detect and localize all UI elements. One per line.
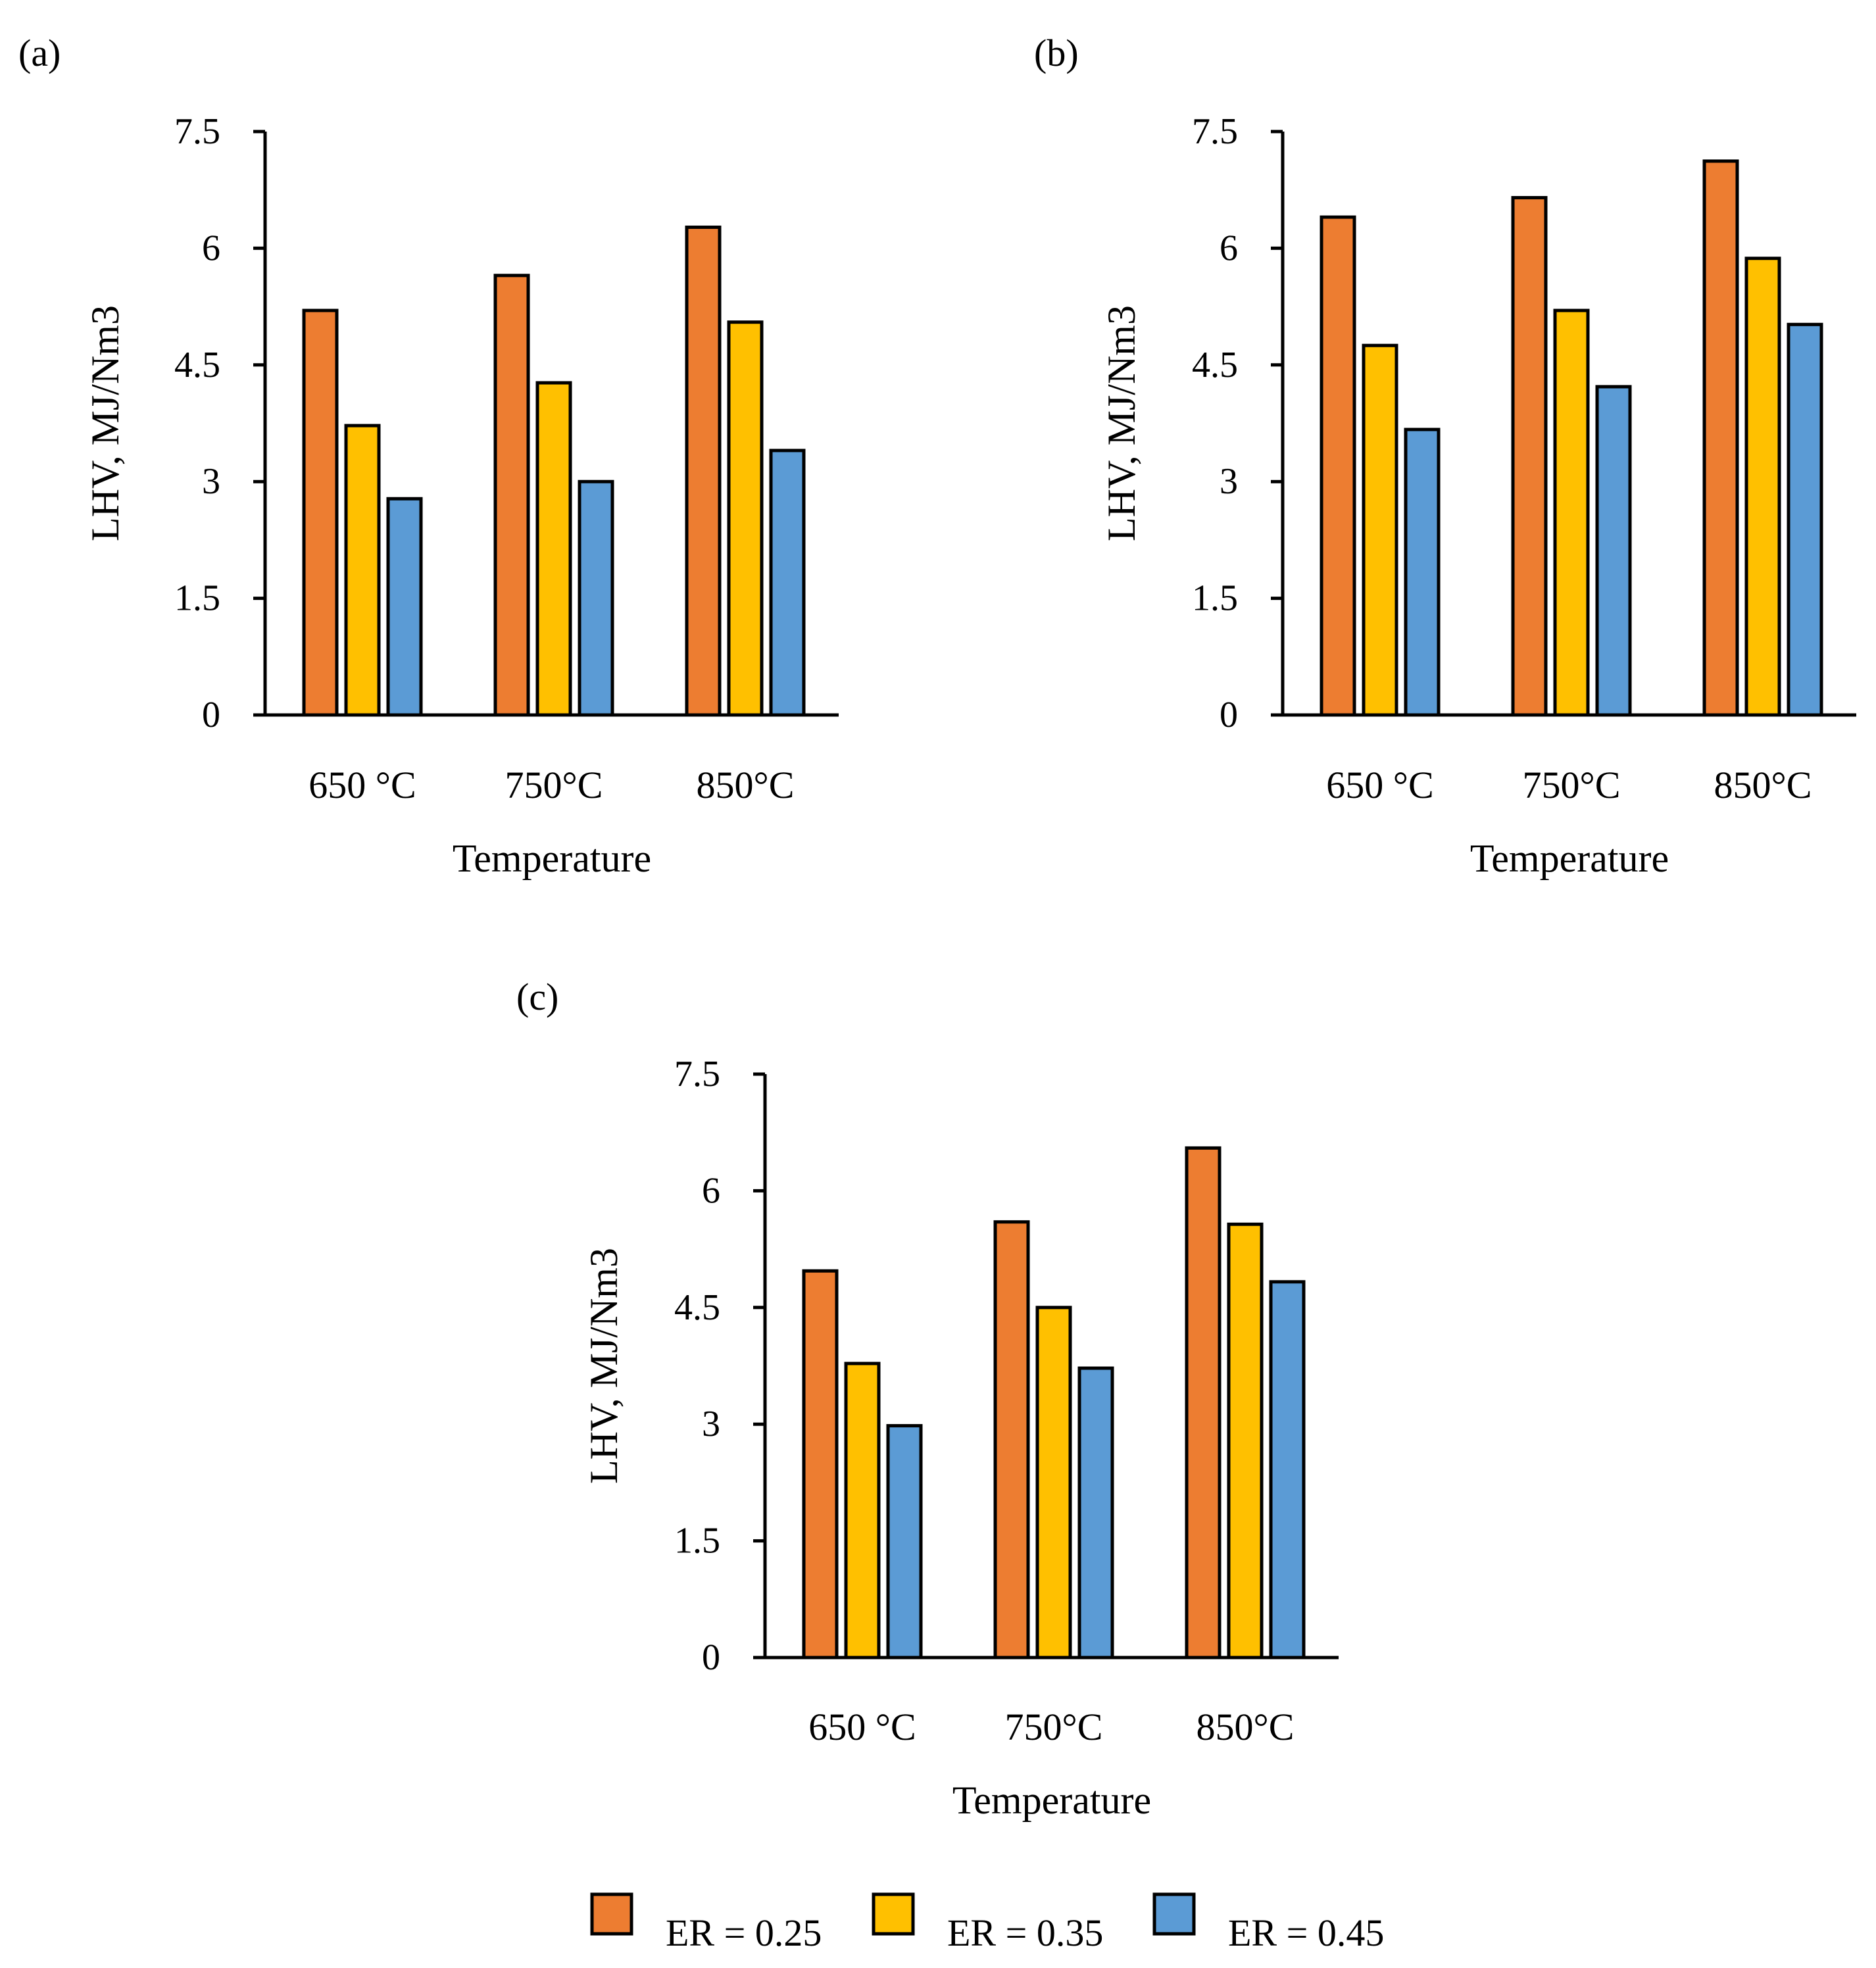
x-axis-title: Temperature <box>952 1779 1151 1822</box>
bar <box>1077 1366 1114 1660</box>
y-tick-label: 6 <box>1220 228 1238 268</box>
x-tick-label: 650 °C <box>1326 764 1433 806</box>
bar <box>886 1424 923 1660</box>
x-tick-label: 750°C <box>1005 1706 1103 1748</box>
bar <box>1320 215 1356 717</box>
y-tick-label: 7.5 <box>1192 111 1238 152</box>
y-axis-title: LHV, MJ/Nm3 <box>84 305 127 541</box>
legend-label: ER = 0.35 <box>947 1911 1103 1954</box>
y-tick-label: 4.5 <box>1192 345 1238 385</box>
y-tick-label: 0 <box>1220 695 1238 735</box>
x-tick-label: 750°C <box>505 764 603 806</box>
y-tick-label: 3 <box>202 461 220 502</box>
legend-swatch <box>1152 1892 1196 1936</box>
bar <box>493 274 530 717</box>
bar <box>1511 196 1548 717</box>
bar <box>1787 322 1823 717</box>
bar <box>1702 159 1739 717</box>
x-tick-label: 650 °C <box>309 764 416 806</box>
y-tick-label: 4.5 <box>674 1287 720 1328</box>
y-axis-title: LHV, MJ/Nm3 <box>1100 305 1143 541</box>
bar <box>727 320 764 717</box>
legend-swatch <box>872 1892 915 1936</box>
y-tick-label: 1.5 <box>1192 578 1238 619</box>
x-axis-title: Temperature <box>453 837 651 880</box>
y-tick-label: 3 <box>1220 461 1238 502</box>
x-tick-label: 850°C <box>1197 1706 1295 1748</box>
bar <box>302 308 339 717</box>
x-tick-label: 750°C <box>1523 764 1621 806</box>
y-tick-label: 4.5 <box>174 345 220 385</box>
y-tick-label: 0 <box>202 695 220 735</box>
legend-label: ER = 0.25 <box>666 1911 822 1954</box>
x-tick-label: 850°C <box>697 764 795 806</box>
chart-panel-b: (b) 650 °C 750°C 850°C 0 1.5 3 4.5 6 7.5 LHV, MJ/N… <box>1034 32 1856 880</box>
y-tick-label: 1.5 <box>174 578 220 619</box>
bar <box>993 1220 1030 1660</box>
bar <box>802 1269 839 1660</box>
x-tick-label: 850°C <box>1714 764 1812 806</box>
bar <box>1035 1306 1072 1660</box>
y-tick-label: 0 <box>702 1637 720 1678</box>
bar <box>769 449 806 717</box>
y-axis-title: LHV, MJ/Nm3 <box>582 1248 626 1484</box>
y-tick-label: 7.5 <box>174 111 220 152</box>
legend: ER = 0.25 ER = 0.35 ER = 0.45 <box>590 1892 1384 1954</box>
legend-label: ER = 0.45 <box>1228 1911 1384 1954</box>
chart-panel-a: (a) 650 °C 750°C 850°C 0 1.5 3 4.5 6 7.5 LHV, MJ/N… <box>18 32 839 880</box>
panel-label: (b) <box>1034 32 1079 74</box>
x-tick-label: 650 °C <box>808 1706 916 1748</box>
bar <box>1553 308 1590 717</box>
bar <box>535 381 572 717</box>
bar <box>1227 1222 1264 1660</box>
bar <box>1185 1146 1222 1660</box>
bar <box>1744 257 1781 717</box>
panel-label: (a) <box>18 32 61 74</box>
legend-swatch <box>590 1892 633 1936</box>
y-tick-label: 7.5 <box>674 1054 720 1095</box>
y-tick-label: 6 <box>702 1170 720 1211</box>
y-tick-label: 6 <box>202 228 220 268</box>
y-tick-label: 1.5 <box>674 1521 720 1562</box>
chart-panel-c: (c) 650 °C 750°C 850°C 0 1.5 3 4.5 6 7.5 LHV, MJ/N… <box>516 975 1339 1822</box>
bar <box>1404 428 1441 717</box>
bar <box>844 1362 881 1660</box>
bar <box>578 480 614 717</box>
bar <box>344 424 381 717</box>
bar <box>386 497 423 717</box>
bar <box>1362 343 1398 717</box>
x-axis-title: Temperature <box>1470 837 1669 880</box>
panel-label: (c) <box>516 975 558 1018</box>
bar <box>1595 385 1632 717</box>
y-tick-label: 3 <box>702 1404 720 1444</box>
bar <box>1269 1280 1306 1660</box>
bar <box>685 225 722 717</box>
